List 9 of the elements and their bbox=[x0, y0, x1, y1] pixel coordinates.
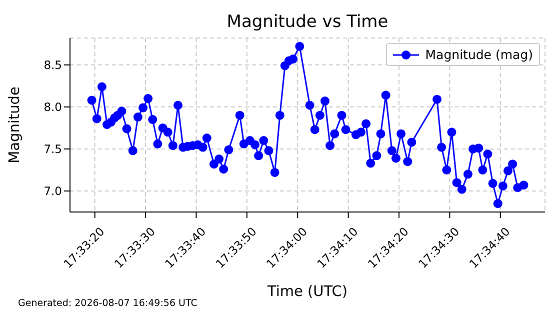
y-axis-title: Magnitude bbox=[7, 86, 24, 164]
y-tick-label: 8.5 bbox=[44, 58, 62, 72]
x-axis-title: Time (UTC) bbox=[266, 284, 348, 300]
y-tick-label: 7.0 bbox=[44, 184, 62, 198]
text: Generated: 2026-08-07 16:49:56 UTC bbox=[18, 298, 198, 309]
y-tick-label: 7.5 bbox=[44, 142, 62, 156]
chart-title: Magnitude vs Time bbox=[226, 12, 390, 32]
y-tick-label: 8.0 bbox=[44, 100, 62, 114]
legend-label: Magnitude (mag) bbox=[425, 47, 533, 62]
